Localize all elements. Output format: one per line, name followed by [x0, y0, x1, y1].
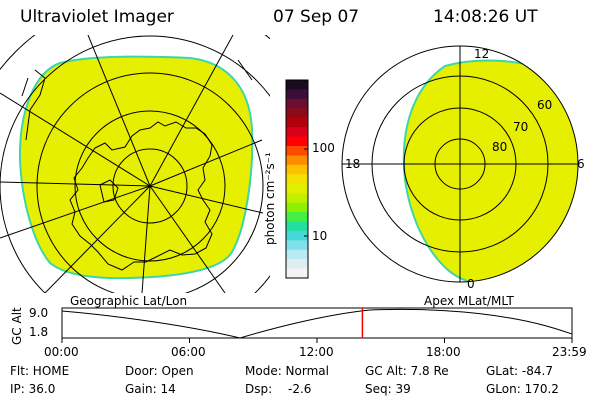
colorbar-tick-10: 10	[312, 229, 328, 243]
colorbar-segment	[286, 117, 308, 128]
colorbar-segment	[286, 127, 308, 138]
apex-mlat-mlt-panel	[341, 45, 579, 283]
colorbar-segment	[286, 268, 308, 279]
aurora-image-right	[402, 59, 578, 282]
mlat-label-80: 80	[492, 140, 508, 154]
status-gain: Gain: 14	[125, 382, 176, 396]
geographic-map-panel	[0, 35, 270, 293]
time-ticks	[61, 338, 573, 343]
colorbar-segment	[286, 136, 308, 147]
mlat-label-60: 60	[537, 98, 553, 112]
time-tick-1200: 12:00	[299, 345, 334, 359]
time-label: 14:08:26 UT	[433, 7, 538, 27]
colorbar-tick-100: 100	[312, 141, 335, 155]
altitude-curve	[61, 308, 573, 339]
colorbar-segment	[286, 202, 308, 213]
colorbar-segment	[286, 240, 308, 251]
status-mode: Mode: Normal	[245, 364, 329, 378]
time-tick-2359: 23:59	[552, 345, 587, 359]
colorbar-segment	[286, 146, 308, 157]
status-dsp-value: -2.6	[288, 382, 312, 396]
status-flt: Flt: HOME	[10, 364, 70, 378]
colorbar-segment	[286, 174, 308, 185]
status-ip: IP: 36.0	[10, 382, 56, 396]
colorbar-segment	[286, 108, 308, 119]
colorbar-segment	[286, 230, 308, 241]
colorbar-segment	[286, 98, 308, 109]
mlat-label-70: 70	[513, 120, 529, 134]
date-label: 07 Sep 07	[273, 7, 360, 27]
colorbar-frame	[285, 79, 309, 279]
colorbar-segment	[286, 80, 308, 91]
colorbar-segment	[286, 155, 308, 166]
alt-ymax-label: 9.0	[29, 306, 49, 320]
mlt-label-0: 0	[467, 277, 475, 291]
continent-coastline	[69, 121, 213, 271]
latitude-circles	[0, 35, 270, 293]
mlt-label-18: 18	[345, 157, 361, 171]
colorbar-segment	[286, 249, 308, 260]
status-door: Door: Open	[125, 364, 194, 378]
colorbar-segment	[286, 193, 308, 204]
colorbar	[285, 79, 309, 279]
colorbar-segment	[286, 89, 308, 100]
geographic-panel-label: Geographic Lat/Lon	[70, 294, 188, 308]
time-tick-0600: 06:00	[171, 345, 206, 359]
aurora-image-left	[18, 55, 254, 280]
gc-alt-axis-label: GC Alt	[10, 307, 24, 345]
status-seq: Seq: 39	[365, 382, 411, 396]
colorbar-segment	[286, 221, 308, 232]
colorbar-segment	[286, 212, 308, 223]
colorbar-segment	[286, 164, 308, 175]
colorbar-segment	[286, 259, 308, 270]
mlt-label-6: 6	[577, 157, 585, 171]
status-dsp-label: Dsp:	[245, 382, 273, 396]
status-glat: GLat: -84.7	[486, 364, 553, 378]
time-tick-0000: 00:00	[44, 345, 79, 359]
status-glon: GLon: 170.2	[486, 382, 559, 396]
colorbar-segment	[286, 183, 308, 194]
status-gc-alt: GC Alt: 7.8 Re	[365, 364, 449, 378]
apex-panel-label: Apex MLat/MLT	[424, 294, 514, 308]
alt-ymin-label: 1.8	[29, 325, 49, 339]
time-tick-1800: 18:00	[426, 345, 461, 359]
altitude-plot	[61, 307, 573, 343]
mlt-label-12: 12	[474, 47, 490, 61]
colorbar-unit-label: photon cm⁻²s⁻¹	[263, 152, 277, 245]
instrument-title: Ultraviolet Imager	[20, 7, 174, 27]
